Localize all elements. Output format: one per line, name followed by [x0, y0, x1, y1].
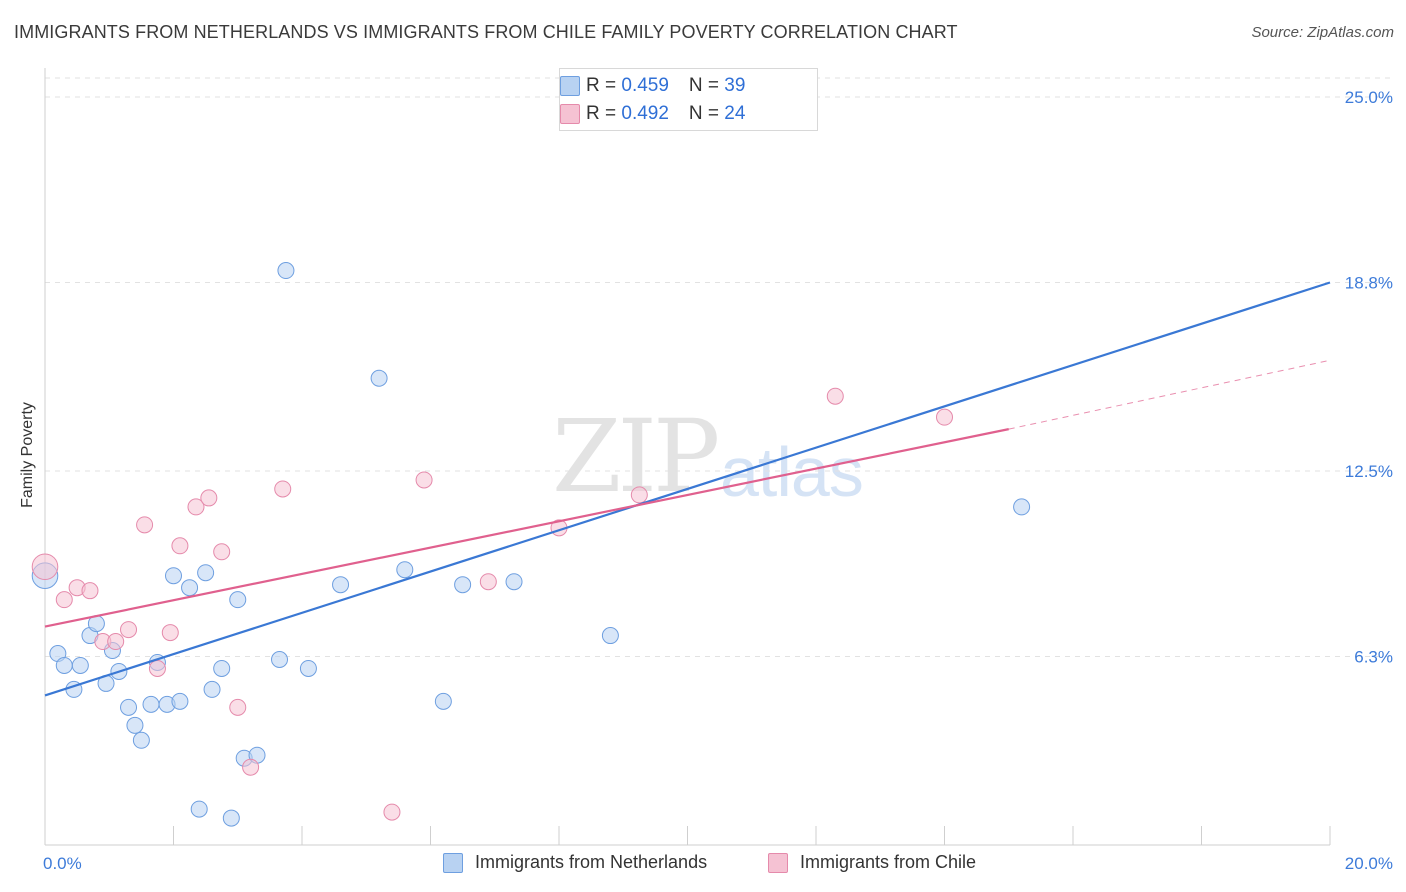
chile-point	[161, 624, 179, 642]
chile-point	[31, 553, 59, 581]
legend-n-label: N =	[688, 103, 725, 124]
netherlands-point	[120, 698, 138, 716]
netherlands-point	[165, 567, 182, 585]
y-tick-label: 25.0%	[1345, 88, 1393, 107]
chile-point	[229, 698, 247, 716]
legend-row-netherlands: R = 0.459 N = 39	[560, 74, 746, 98]
chile-point	[200, 489, 218, 507]
chile-point	[136, 516, 154, 534]
netherlands-point	[370, 369, 388, 387]
chile-point	[479, 573, 497, 591]
netherlands-point	[229, 591, 247, 609]
netherlands-point	[181, 579, 199, 597]
legend-n-value: 39	[724, 75, 746, 96]
stats-legend: R = 0.459 N = 39 R = 0.492 N = 24	[559, 68, 818, 131]
netherlands-trendline	[44, 281, 1331, 697]
netherlands-point	[190, 800, 208, 818]
y-tick-label: 12.5%	[1345, 462, 1393, 481]
source-credit: Source: ZipAtlas.com	[1251, 24, 1394, 41]
chile-point	[120, 621, 138, 639]
netherlands-point	[197, 564, 215, 582]
legend-r-value: 0.459	[621, 75, 669, 96]
legend-r-label: R =	[586, 75, 622, 96]
series-legend: Immigrants from Netherlands Immigrants f…	[0, 852, 1406, 878]
netherlands-point	[126, 716, 144, 734]
netherlands-point	[601, 627, 619, 645]
netherlands-point	[396, 561, 414, 579]
chile-point	[383, 803, 401, 821]
legend-swatch-pink	[768, 852, 788, 873]
y-tick-label: 6.3%	[1354, 648, 1393, 667]
y-tick-label: 18.8%	[1345, 274, 1393, 293]
chile-point	[936, 408, 953, 426]
chile-point	[213, 543, 231, 561]
chart-title: IMMIGRANTS FROM NETHERLANDS VS IMMIGRANT…	[14, 22, 958, 42]
chile-point	[242, 758, 260, 776]
netherlands-point	[222, 809, 240, 827]
legend-item-netherlands[interactable]: Immigrants from Netherlands	[443, 852, 707, 873]
chile-point	[55, 591, 73, 609]
netherlands-point	[332, 576, 350, 594]
chile-point	[415, 471, 433, 489]
legend-swatch-pink	[560, 104, 580, 124]
chile-point	[148, 659, 166, 677]
netherlands-point	[505, 573, 523, 591]
netherlands-point	[454, 576, 472, 594]
legend-n-label: N =	[688, 75, 725, 96]
chile-point	[107, 633, 125, 651]
netherlands-point	[71, 656, 89, 674]
netherlands-point	[299, 659, 317, 677]
legend-r-value: 0.492	[621, 103, 669, 124]
netherlands-point	[1013, 498, 1031, 516]
netherlands-point	[271, 650, 289, 668]
chile-point	[274, 480, 292, 498]
legend-row-chile: R = 0.492 N = 24	[560, 102, 746, 126]
netherlands-point	[434, 692, 452, 710]
netherlands-point	[213, 659, 231, 677]
netherlands-point	[203, 680, 221, 698]
x-tick-label: 20.0%	[1345, 854, 1393, 873]
legend-swatch-blue	[443, 852, 463, 873]
chile-point	[826, 387, 844, 405]
legend-swatch-blue	[560, 76, 580, 96]
netherlands-point	[277, 262, 295, 280]
netherlands-point	[171, 692, 189, 710]
chile-point	[187, 498, 205, 516]
netherlands-point	[142, 695, 160, 713]
watermark-atlas: atlas	[720, 433, 864, 511]
netherlands-point	[55, 656, 73, 674]
x-tick-label: 0.0%	[43, 854, 82, 873]
chile-point	[171, 537, 189, 555]
legend-label-chile: Immigrants from Chile	[800, 852, 977, 872]
netherlands-point	[132, 731, 150, 749]
legend-r-label: R =	[586, 103, 622, 124]
chile-trendline	[44, 428, 1009, 628]
chile-point	[630, 486, 648, 504]
legend-item-chile[interactable]: Immigrants from Chile	[768, 852, 976, 873]
legend-n-value: 24	[724, 103, 746, 124]
chile-point	[81, 582, 99, 600]
legend-label-netherlands: Immigrants from Netherlands	[475, 852, 708, 872]
